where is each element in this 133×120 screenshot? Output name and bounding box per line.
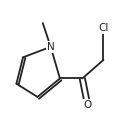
Text: Cl: Cl	[98, 23, 109, 33]
Text: N: N	[47, 42, 55, 52]
Text: O: O	[84, 100, 92, 110]
